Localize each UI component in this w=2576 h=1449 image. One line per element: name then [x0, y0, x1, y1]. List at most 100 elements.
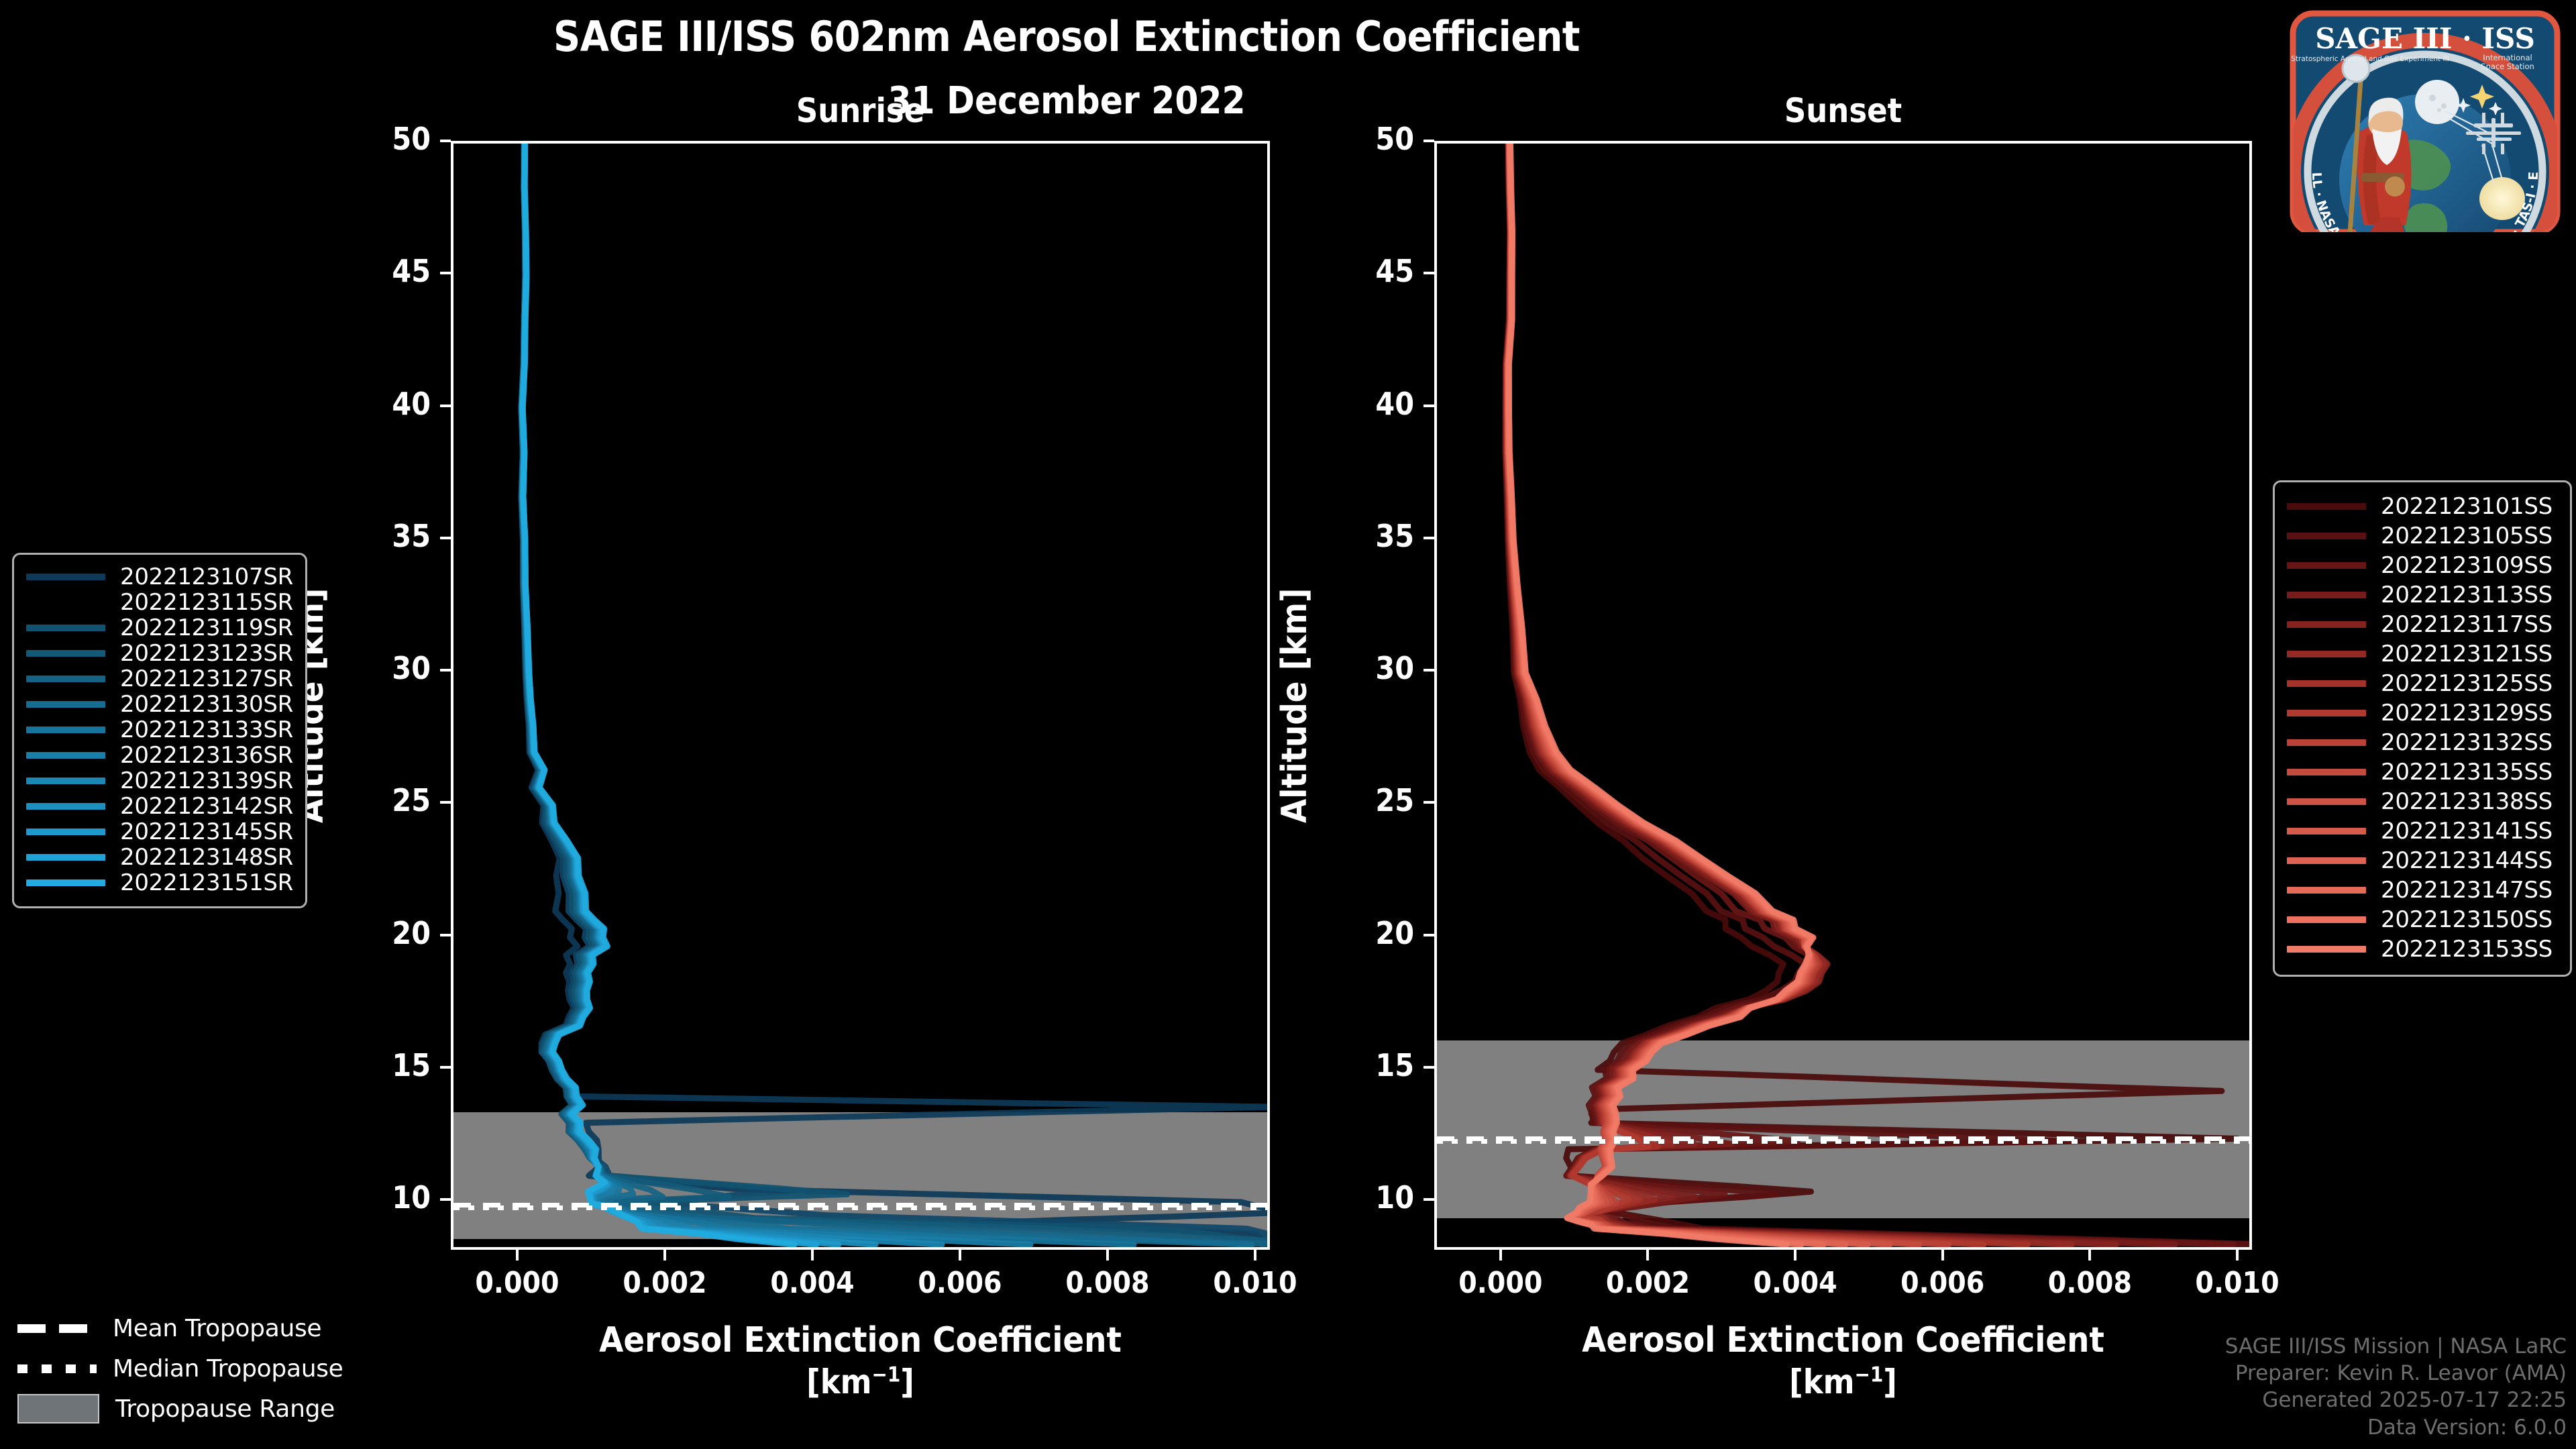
legend-item[interactable]: 2022123147SS: [2287, 875, 2558, 905]
legend-item[interactable]: 2022123136SR: [26, 742, 293, 769]
sunrise-x-axis-title-text: Aerosol Extinction Coefficient: [599, 1320, 1122, 1360]
y-axis-tick-label: 10: [392, 1179, 431, 1216]
y-axis-tick-label: 20: [1375, 914, 1414, 951]
legend-label: 2022123153SS: [2381, 936, 2553, 963]
y-axis-tick: [440, 404, 451, 407]
sunset-x-axis-title: Aerosol Extinction Coefficient [km−1]: [1434, 1320, 2252, 1403]
legend-color-swatch: [2287, 592, 2366, 598]
legend-label: 2022123123SR: [120, 640, 293, 667]
y-axis-tick: [440, 933, 451, 936]
legend-color-swatch: [26, 650, 105, 657]
sunrise-series-legend[interactable]: 2022123107SR 2022123115SR 2022123119SR 2022…: [12, 553, 307, 908]
credits-block: SAGE III/ISS Mission | NASA LaRC Prepare…: [2225, 1333, 2567, 1441]
legend-label: 2022123107SR: [120, 564, 293, 590]
x-axis-tick-label: 0.008: [1065, 1266, 1150, 1300]
legend-color-swatch: [2287, 798, 2366, 805]
legend-item[interactable]: 2022123130SR: [26, 691, 293, 718]
legend-item[interactable]: 2022123125SS: [2287, 669, 2558, 698]
legend-item[interactable]: 2022123119SR: [26, 614, 293, 641]
x-axis-tick-label: 0.000: [1458, 1266, 1543, 1300]
legend-item[interactable]: 2022123133SR: [26, 716, 293, 743]
sage-iii-iss-mission-patch-logo: SAGE III · ISS Stratospheric Aerosol and…: [2276, 0, 2569, 288]
profile-line: [1503, 144, 2075, 1247]
y-axis-tick-label: 40: [1375, 385, 1414, 422]
y-axis-tick: [1424, 140, 1434, 142]
legend-color-swatch: [26, 803, 105, 810]
sunset-panel-title: Sunset: [1784, 91, 1902, 130]
y-axis-tick: [440, 140, 451, 142]
median-tropopause-line: [1437, 1139, 2249, 1144]
legend-color-swatch: [2287, 739, 2366, 746]
legend-color-swatch: [2287, 710, 2366, 716]
legend-color-swatch: [2287, 533, 2366, 539]
legend-item[interactable]: 2022123115SR: [26, 589, 293, 616]
legend-item[interactable]: 2022123139SR: [26, 767, 293, 794]
legend-label: 2022123127SR: [120, 665, 293, 692]
legend-item[interactable]: 2022123107SR: [26, 564, 293, 590]
dashed-line-icon: [17, 1324, 97, 1333]
y-axis-tick: [440, 1198, 451, 1201]
y-axis-tick: [1424, 1065, 1434, 1069]
sunset-y-axis-title: Altitude [km]: [1275, 588, 1315, 823]
mean-tropopause-line: [453, 1202, 1267, 1208]
y-axis-tick-label: 25: [392, 782, 431, 819]
legend-item[interactable]: 2022123113SS: [2287, 580, 2558, 610]
legend-label: 2022123138SS: [2381, 788, 2553, 815]
tropopause-legend: Mean Tropopause Median Tropopause Tropop…: [17, 1308, 366, 1429]
legend-label: 2022123132SS: [2381, 729, 2553, 756]
legend-item[interactable]: 2022123105SS: [2287, 521, 2558, 551]
legend-item[interactable]: 2022123142SR: [26, 793, 293, 820]
legend-color-swatch: [2287, 503, 2366, 510]
profile-line: [518, 144, 1267, 1247]
legend-label-tropopause-range: Tropopause Range: [115, 1395, 335, 1423]
profile-line: [519, 144, 945, 1247]
legend-item[interactable]: 2022123141SS: [2287, 816, 2558, 846]
legend-item[interactable]: 2022123132SS: [2287, 728, 2558, 757]
legend-item[interactable]: 2022123151SR: [26, 869, 293, 896]
legend-color-swatch: [2287, 621, 2366, 628]
y-axis-tick-label: 45: [1375, 253, 1414, 290]
legend-item[interactable]: 2022123117SS: [2287, 610, 2558, 639]
legend-item[interactable]: 2022123145SR: [26, 818, 293, 845]
y-axis-tick: [440, 669, 451, 672]
legend-label: 2022123147SS: [2381, 877, 2553, 904]
legend-color-swatch: [26, 854, 105, 861]
sunset-series-legend[interactable]: 2022123101SS 2022123105SS 2022123109SS 2022…: [2273, 480, 2572, 977]
legend-item[interactable]: 2022123123SR: [26, 640, 293, 667]
y-axis-tick: [1424, 669, 1434, 672]
legend-color-swatch: [26, 828, 105, 835]
legend-item[interactable]: 2022123109SS: [2287, 551, 2558, 580]
legend-item[interactable]: 2022123129SS: [2287, 698, 2558, 728]
legend-label: 2022123115SR: [120, 589, 293, 616]
credits-data-version: Data Version: 6.0.0: [2367, 1415, 2567, 1440]
legend-item[interactable]: 2022123121SS: [2287, 639, 2558, 669]
legend-label: 2022123141SS: [2381, 818, 2553, 845]
y-axis-tick-label: 15: [1375, 1046, 1414, 1083]
legend-item[interactable]: 2022123144SS: [2287, 846, 2558, 875]
y-axis-tick: [1424, 801, 1434, 804]
legend-color-swatch: [26, 676, 105, 682]
profile-line: [519, 144, 1255, 1247]
profile-line: [518, 144, 1267, 1244]
legend-item[interactable]: 2022123127SR: [26, 665, 293, 692]
y-axis-tick-label: 15: [392, 1046, 431, 1083]
legend-item[interactable]: 2022123153SS: [2287, 934, 2558, 964]
y-axis-tick-label: 40: [392, 385, 431, 422]
legend-item[interactable]: 2022123150SS: [2287, 905, 2558, 934]
y-axis-tick: [440, 272, 451, 275]
legend-item[interactable]: 2022123138SS: [2287, 787, 2558, 816]
legend-item[interactable]: 2022123101SS: [2287, 492, 2558, 521]
legend-item[interactable]: 2022123135SS: [2287, 757, 2558, 787]
legend-item[interactable]: 2022123148SR: [26, 844, 293, 871]
date-subtitle: 31 December 2022: [888, 79, 1246, 123]
logo-title: SAGE III · ISS: [2315, 22, 2535, 55]
x-axis-tick-label: 0.002: [1605, 1266, 1690, 1300]
x-axis-tick: [663, 1250, 666, 1260]
x-axis-tick: [516, 1250, 519, 1260]
legend-color-swatch: [2287, 857, 2366, 864]
logo-subtitle-left: Stratospheric Aerosol and Gas Experiment…: [2291, 55, 2449, 63]
sunrise-x-axis-title: Aerosol Extinction Coefficient [km−1]: [451, 1320, 1270, 1403]
y-axis-tick-label: 45: [392, 253, 431, 290]
y-axis-tick: [1424, 272, 1434, 275]
x-axis-tick-label: 0.004: [770, 1266, 855, 1300]
